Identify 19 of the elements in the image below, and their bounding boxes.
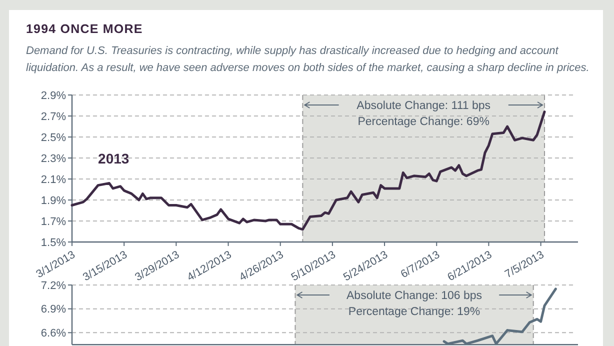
y-tick-label: 2.9% — [40, 90, 66, 102]
series-label: 2013 — [98, 150, 130, 166]
chart-title: 1994 ONCE MORE — [26, 22, 143, 36]
annotation: Percentage Change: 69% — [358, 116, 490, 128]
y-tick-label: 6.9% — [40, 304, 66, 316]
y-tick-label: 2.5% — [40, 132, 66, 144]
y-tick-label: 7.2% — [40, 280, 66, 292]
y-tick-label: 1.9% — [40, 194, 66, 207]
line-series — [70, 110, 546, 231]
annotation: Percentage Change: 19% — [348, 306, 480, 318]
y-tick-label: 6.6% — [40, 328, 66, 340]
annotation: Absolute Change: 106 bps — [346, 290, 482, 302]
y-tick-label: 1.7% — [40, 216, 66, 228]
y-tick-label: 2.3% — [40, 152, 66, 165]
y-tick-label: 1.5% — [40, 236, 66, 249]
chart-subtitle: Demand for U.S. Treasuries is contracting, while supply has drastically increased due to hedging and account liquidation. As a result, we have seen adverse moves on both sides of the market, causing a sharp decline in prices. — [26, 44, 590, 76]
annotation: Absolute Change: 111 bps — [356, 100, 491, 112]
y-tick-label: 2.7% — [40, 110, 66, 123]
y-tick-label: 2.1% — [40, 174, 66, 186]
